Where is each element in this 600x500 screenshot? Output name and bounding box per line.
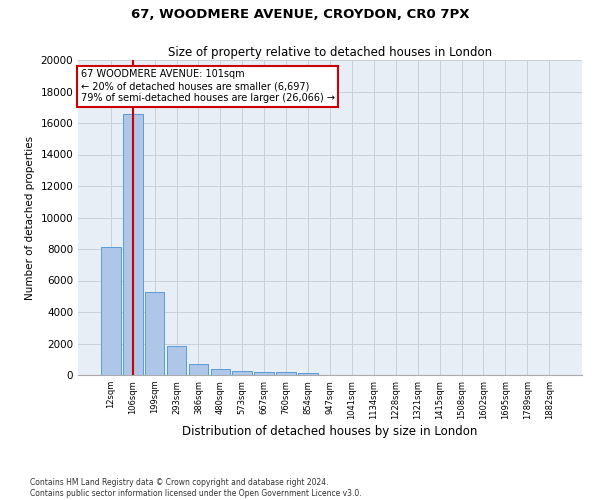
Bar	[232, 370, 252, 375]
Title: Size of property relative to detached houses in London: Size of property relative to detached ho…	[168, 46, 492, 59]
Bar	[167, 346, 187, 375]
Bar	[145, 292, 164, 375]
Text: 67 WOODMERE AVENUE: 101sqm
← 20% of detached houses are smaller (6,697)
79% of s: 67 WOODMERE AVENUE: 101sqm ← 20% of deta…	[80, 70, 335, 102]
Bar	[211, 369, 230, 375]
Bar	[254, 372, 274, 375]
X-axis label: Distribution of detached houses by size in London: Distribution of detached houses by size …	[182, 424, 478, 438]
Bar	[298, 373, 318, 375]
Bar	[123, 114, 143, 375]
Y-axis label: Number of detached properties: Number of detached properties	[25, 136, 35, 300]
Bar	[276, 372, 296, 375]
Text: Contains HM Land Registry data © Crown copyright and database right 2024.
Contai: Contains HM Land Registry data © Crown c…	[30, 478, 362, 498]
Bar	[188, 364, 208, 375]
Text: 67, WOODMERE AVENUE, CROYDON, CR0 7PX: 67, WOODMERE AVENUE, CROYDON, CR0 7PX	[131, 8, 469, 20]
Bar	[101, 248, 121, 375]
